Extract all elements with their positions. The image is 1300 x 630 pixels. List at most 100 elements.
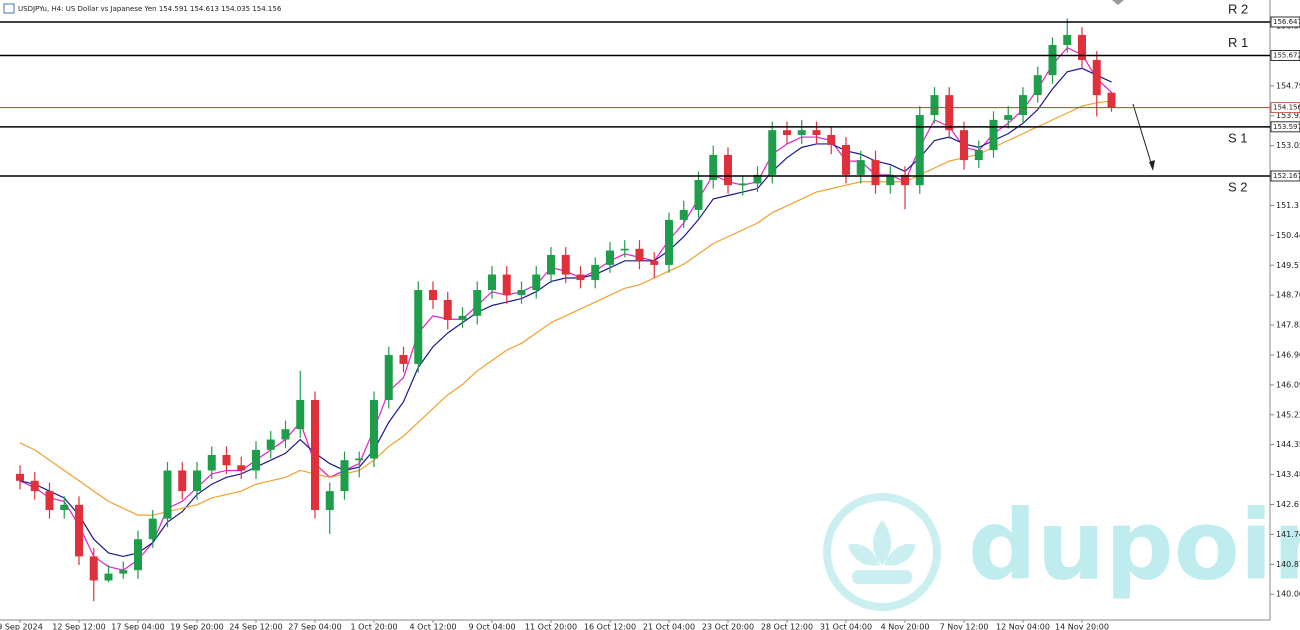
candle-body [207,455,216,471]
y-tick-label: 149.570 [1276,261,1300,270]
candle-body [193,470,201,492]
candle-body [1019,95,1027,116]
candle-body [812,130,821,135]
y-tick-label: 146.090 [1276,380,1300,389]
level-box [1270,170,1300,182]
candle-body [724,154,732,186]
candle-body [547,254,555,275]
candle-body [783,130,791,135]
x-tick-label: 12 Nov 04:00 [996,623,1050,630]
level-price: 153.597 [1273,123,1300,131]
candle-body [871,160,880,186]
candle-body [60,504,69,511]
y-tick-label: 153.920 [1276,111,1300,120]
watermark-text: dupoin [968,489,1300,601]
level-box [1270,50,1300,61]
candle-body [134,539,142,571]
candle-body [561,254,570,275]
candle-body [222,455,231,466]
y-tick-label: 153.050 [1276,141,1300,150]
current-price-box [1270,102,1300,114]
y-tick-label: 150.440 [1276,231,1300,240]
candle-body [974,150,983,161]
candle-body [709,154,718,181]
candle-body [1048,44,1057,76]
x-tick-label: 11 Oct 20:00 [525,623,577,630]
level-price: 155.672 [1273,52,1300,60]
candle-body [414,290,423,364]
candle-body [1107,92,1116,108]
candle-body [266,439,275,450]
x-tick-label: 9 Sep 2024 [0,623,43,630]
candle-body [576,274,585,281]
candle-body [502,274,511,296]
x-tick-label: 1 Oct 20:00 [350,623,397,630]
candle-body [325,491,334,511]
candle-body [488,274,496,291]
level-price: 152.167 [1273,172,1300,180]
y-tick-label: 144.350 [1276,440,1300,449]
moving-average [19,100,1112,516]
candle-body [1078,34,1086,61]
level-label: R 2 [1228,1,1248,16]
y-tick-label: 151.310 [1276,201,1300,210]
candle-body [738,183,747,186]
candle-body [296,400,305,430]
y-tick-label: 146.960 [1276,350,1300,359]
candle-body [89,556,98,581]
current-price-label: 154.156 [1273,104,1300,112]
candle-body [104,573,113,581]
level-box [1270,121,1300,133]
x-tick-label: 16 Oct 12:00 [584,623,636,630]
candle-body [591,264,600,281]
candle-body [384,354,393,401]
candle-body [45,491,54,511]
candle-body [665,219,673,265]
candle-body [163,470,172,519]
x-tick-label: 28 Oct 12:00 [761,623,813,630]
candle-body [768,130,777,175]
candle-body [429,290,437,300]
x-tick-label: 24 Sep 12:00 [229,623,282,630]
x-tick-label: 4 Nov 20:00 [881,623,930,630]
candle-body [886,174,895,186]
y-tick-label: 148.700 [1276,291,1300,300]
candle-body [1092,60,1101,96]
y-tick-label: 147.830 [1276,321,1300,330]
symbol-icon [3,3,15,14]
candle-body [679,209,688,220]
candle-body [945,95,954,131]
y-tick-label: 145.220 [1276,410,1300,419]
candle-body [16,473,24,481]
forecast-arrow [1132,103,1155,171]
candle-body [930,95,939,116]
candle-body [989,119,998,151]
candle-body [1033,75,1042,96]
candle-body [252,449,260,471]
candle-body [311,400,319,511]
candle-body [30,480,39,492]
candle-body [340,460,349,492]
candle-body [399,354,408,364]
header: USDJPYu, H4: US Dollar vs Japanese Yen 1… [18,5,282,13]
y-tick-label: 154.790 [1276,81,1300,90]
x-tick-label: 23 Oct 20:00 [702,623,754,630]
candle-body [915,115,924,186]
candle-body [75,504,83,557]
candle-body [473,290,482,316]
candle-body [443,299,452,320]
candle-body [960,130,968,161]
candle-body [148,518,157,540]
level-label: S 2 [1228,179,1248,194]
candle-body [842,144,850,175]
candle-body [1004,115,1013,120]
level-price: 156.647 [1273,18,1300,26]
level-box [1270,16,1300,28]
candle-body [856,160,865,175]
x-tick-label: 4 Oct 12:00 [409,623,456,630]
candle-body [797,130,806,135]
candle-body [517,290,526,296]
candle-body [119,570,128,574]
scroll-marker [1112,0,1124,5]
candle-body [178,470,187,492]
